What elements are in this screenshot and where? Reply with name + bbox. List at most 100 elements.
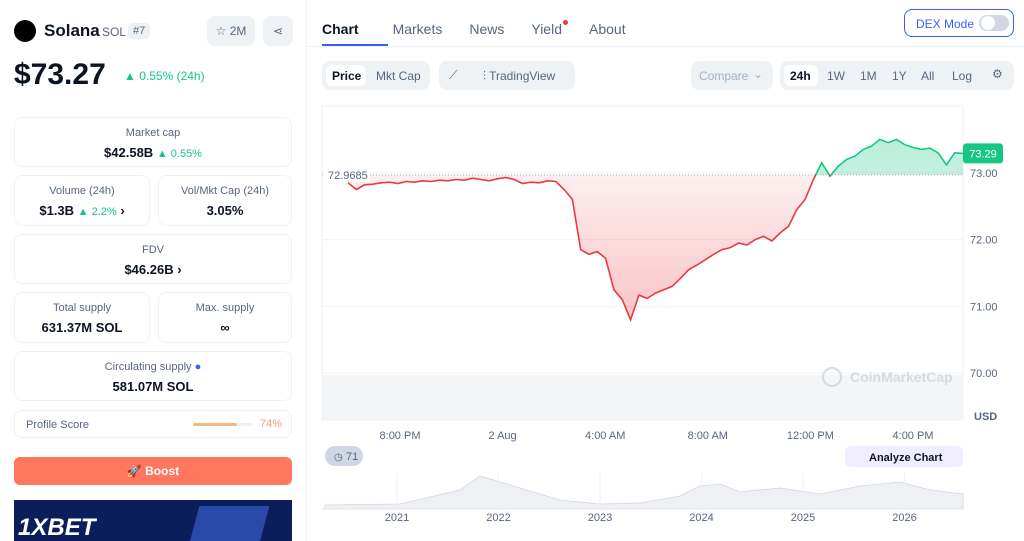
watermark-logo [822, 367, 842, 387]
share-button[interactable]: ⋖ [263, 16, 293, 46]
value: $42.58B [104, 145, 154, 160]
type-toggle: Price Mkt Cap [322, 61, 430, 90]
tab[interactable]: Chart [322, 21, 359, 37]
value: ∞ [220, 320, 230, 335]
range-option[interactable]: 1Y [892, 69, 907, 83]
label: Total supply [52, 302, 112, 314]
coin-name: Solana [44, 21, 100, 40]
y-tick-label: 70.00 [970, 368, 998, 380]
reference-label: 72.9685 [328, 170, 368, 182]
coin-logo [14, 20, 36, 42]
events-icon: ◷ [334, 452, 343, 463]
x-tick-label: 4:00 AM [585, 430, 625, 442]
tab[interactable]: Yield [531, 20, 568, 37]
label: Volume (24h) [49, 185, 115, 197]
range-option[interactable]: 24h [790, 69, 811, 83]
range-active-bg [784, 65, 818, 86]
events-badge: 71 [346, 451, 358, 463]
area-up [815, 139, 963, 175]
compare-button[interactable]: Compare ⌄ [691, 61, 773, 90]
score-track [193, 423, 253, 426]
value: 3.05% [206, 203, 244, 218]
analyze-button[interactable]: Analyze Chart [869, 452, 943, 464]
range-option[interactable]: All [921, 69, 935, 83]
value: 581.07M SOL [112, 379, 194, 394]
label: Vol/Mkt Cap (24h) [180, 185, 270, 197]
settings[interactable]: ⚙ [992, 67, 1003, 81]
total-supply-card: Total supply 631.37M SOL [14, 292, 150, 343]
current-price: 73.29 [969, 148, 997, 160]
year-label: 2022 [486, 512, 510, 524]
label: Circulating supply [104, 361, 192, 373]
tab[interactable]: Markets [392, 21, 443, 37]
current-price-box [963, 143, 1003, 164]
boost-button[interactable]: 🚀 Boost [14, 457, 292, 485]
label: Max. supply [195, 302, 255, 314]
change: 2.2% [91, 206, 117, 218]
chart-style: ⟋ ⫶ TradingView [439, 61, 575, 90]
price-change: ▲ 0.55% (24h) [124, 69, 205, 83]
dex-mode-toggle[interactable]: DEX Mode [904, 9, 1014, 37]
watchlist-count: 2M [229, 24, 247, 38]
price-line [347, 138, 964, 323]
label: FDV [142, 244, 164, 256]
range-option[interactable]: 1W [827, 69, 845, 83]
year-label: 2021 [385, 512, 409, 524]
analyze-bg [845, 446, 963, 467]
coin-symbol: SOL [102, 25, 127, 39]
ad-banner[interactable]: 1XBET [14, 500, 292, 541]
watermark: CoinMarketCap [850, 369, 953, 385]
label: Profile Score [26, 419, 89, 431]
label: Market cap [125, 127, 181, 139]
year-label: 2024 [689, 512, 713, 524]
tradingview[interactable]: ⫶ TradingView [483, 69, 556, 83]
compare-label: Compare [699, 69, 749, 83]
price: $73.27 [14, 58, 106, 91]
y-tick-label: 71.00 [970, 301, 998, 313]
volume-card: Volume (24h) $1.3B ▲ 2.2% › [14, 175, 150, 226]
profile-score-card: Profile Score 74% [14, 410, 292, 438]
line-icon[interactable]: ⟋ [449, 68, 458, 82]
x-tick-label: 2 Aug [489, 430, 517, 442]
dex-mode-label: DEX Mode [916, 17, 975, 31]
unit-label: USD [974, 411, 997, 423]
value: 631.37M SOL [41, 320, 123, 335]
type-option[interactable]: Mkt Cap [376, 69, 421, 83]
type-option[interactable]: Price [332, 69, 362, 83]
log-option[interactable]: Log [952, 69, 973, 83]
y-tick-label: 73.00 [970, 168, 998, 180]
year-label: 2025 [791, 512, 815, 524]
value: $46.26B [124, 262, 174, 277]
max-supply-card: Max. supply ∞ [158, 292, 292, 343]
range-bar: 24h 1W 1M 1Y All Log ⚙ [780, 61, 1014, 90]
vol-mkt-card: Vol/Mkt Cap (24h) 3.05% [158, 175, 292, 226]
navigator-area [324, 475, 964, 510]
x-tick-label: 8:00 AM [688, 430, 728, 442]
tab[interactable]: News [469, 21, 505, 37]
new-dot [563, 20, 568, 25]
x-tick-label: 12:00 PM [787, 430, 834, 442]
watchlist-button[interactable]: ☆ 2M [207, 16, 255, 46]
rank: #7 [128, 23, 151, 39]
ad-text: 1XBET [18, 514, 96, 541]
fdv-card: FDV $46.26B › [14, 234, 292, 284]
market-cap-card: Market cap $42.58B ▲ 0.55% [14, 117, 292, 167]
tradingview-label: TradingView [489, 69, 556, 83]
tab[interactable]: About [589, 21, 626, 37]
boost-label: Boost [145, 464, 180, 478]
x-tick-label: 8:00 PM [380, 430, 421, 442]
value: $1.3B [39, 203, 75, 218]
area-down [348, 174, 963, 320]
volume-strip [322, 375, 963, 420]
y-tick-label: 72.00 [970, 235, 998, 247]
change: 0.55% [170, 148, 202, 160]
range-option[interactable]: 1M [860, 69, 877, 83]
score-bar [193, 423, 238, 426]
tabs: Chart Markets News Yield About [322, 20, 653, 37]
circulating-card: Circulating supply ● 581.07M SOL [14, 351, 292, 401]
year-label: 2026 [892, 512, 916, 524]
year-label: 2023 [588, 512, 612, 524]
price-change-value: 0.55% (24h) [139, 69, 205, 83]
